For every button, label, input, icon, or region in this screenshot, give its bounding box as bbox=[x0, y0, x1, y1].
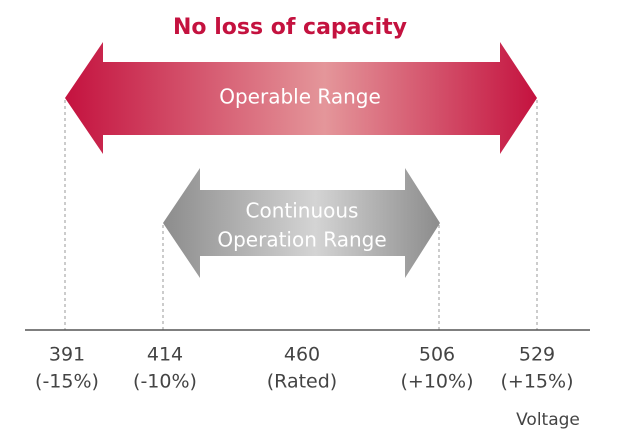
operable-range-arrow bbox=[65, 42, 537, 154]
continuous-range-label: Operation Range bbox=[217, 228, 386, 252]
tick-labels: 391 (-15%) 414 (-10%) 460 (Rated) 506 (+10%) 529… bbox=[35, 344, 573, 393]
tick-value: 391 bbox=[49, 344, 85, 366]
guide-lines bbox=[64, 100, 538, 330]
tick-note: (+15%) bbox=[501, 371, 574, 393]
tick-note: (+10%) bbox=[401, 371, 474, 393]
tick-note: (-15%) bbox=[35, 371, 99, 393]
tick-value: 506 bbox=[419, 344, 455, 366]
operable-range-label: Operable Range bbox=[219, 85, 381, 109]
axis-label: Voltage bbox=[516, 410, 580, 430]
continuous-range-label: Continuous bbox=[246, 199, 359, 223]
tick-value: 529 bbox=[519, 344, 555, 366]
continuous-range-arrow bbox=[163, 168, 440, 278]
tick-value: 460 bbox=[284, 344, 320, 366]
tick-value: 414 bbox=[147, 344, 183, 366]
title: No loss of capacity bbox=[173, 15, 407, 40]
tick-note: (Rated) bbox=[267, 371, 337, 393]
tick-note: (-10%) bbox=[133, 371, 197, 393]
